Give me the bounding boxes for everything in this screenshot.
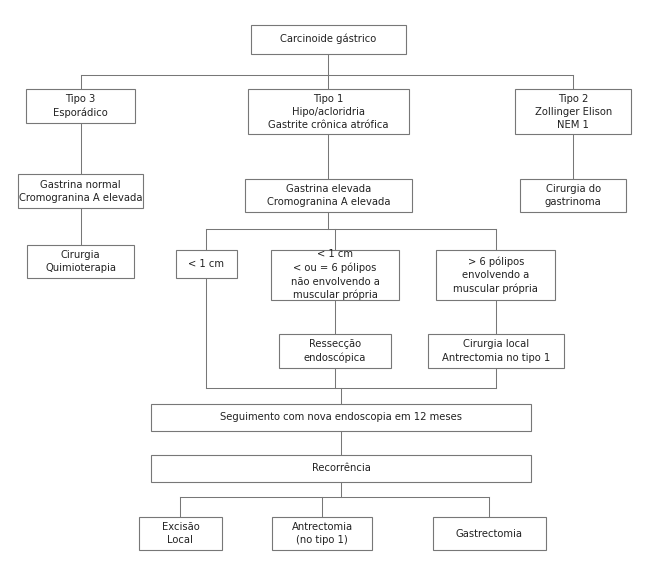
FancyBboxPatch shape [175, 250, 237, 278]
FancyBboxPatch shape [271, 250, 399, 299]
Text: Excisão
Local: Excisão Local [162, 522, 199, 545]
Text: Carcinoide gástrico: Carcinoide gástrico [281, 34, 376, 44]
FancyBboxPatch shape [139, 517, 222, 551]
Text: Gastrectomia: Gastrectomia [456, 528, 523, 539]
FancyBboxPatch shape [279, 334, 392, 368]
FancyBboxPatch shape [151, 455, 532, 482]
Text: Cirurgia
Quimioterapia: Cirurgia Quimioterapia [45, 250, 116, 273]
FancyBboxPatch shape [28, 245, 134, 278]
FancyBboxPatch shape [18, 174, 143, 208]
Text: > 6 pólipos
envolvendo a
muscular própria: > 6 pólipos envolvendo a muscular própri… [453, 256, 538, 294]
FancyBboxPatch shape [436, 250, 555, 299]
Text: Gastrina elevada
Cromogranina A elevada: Gastrina elevada Cromogranina A elevada [267, 184, 390, 207]
FancyBboxPatch shape [433, 517, 546, 551]
Text: Seguimento com nova endoscopia em 12 meses: Seguimento com nova endoscopia em 12 mes… [220, 412, 463, 422]
Text: < 1 cm: < 1 cm [188, 259, 224, 270]
Text: Cirurgia local
Antrectomia no tipo 1: Cirurgia local Antrectomia no tipo 1 [442, 339, 550, 363]
Text: Recorrência: Recorrência [312, 463, 371, 473]
Text: Ressecção
endoscópica: Ressecção endoscópica [304, 339, 366, 363]
FancyBboxPatch shape [515, 89, 631, 134]
FancyBboxPatch shape [520, 179, 626, 213]
Text: Antrectomia
(no tipo 1): Antrectomia (no tipo 1) [292, 522, 353, 545]
Text: < 1 cm
< ou = 6 pólipos
não envolvendo a
muscular própria: < 1 cm < ou = 6 pólipos não envolvendo a… [290, 250, 379, 300]
FancyBboxPatch shape [151, 404, 532, 431]
Text: Tipo 2
Zollinger Elison
NEM 1: Tipo 2 Zollinger Elison NEM 1 [535, 93, 612, 130]
FancyBboxPatch shape [272, 517, 372, 551]
Text: Tipo 3
Esporádico: Tipo 3 Esporádico [53, 94, 108, 118]
FancyBboxPatch shape [26, 89, 135, 123]
FancyBboxPatch shape [248, 89, 409, 134]
FancyBboxPatch shape [251, 25, 406, 54]
FancyBboxPatch shape [428, 334, 564, 368]
Text: Gastrina normal
Cromogranina A elevada: Gastrina normal Cromogranina A elevada [19, 180, 143, 203]
FancyBboxPatch shape [245, 179, 412, 213]
Text: Cirurgia do
gastrinoma: Cirurgia do gastrinoma [545, 184, 602, 207]
Text: Tipo 1
Hipo/acloridria
Gastrite crônica atrófica: Tipo 1 Hipo/acloridria Gastrite crônica … [268, 93, 389, 130]
